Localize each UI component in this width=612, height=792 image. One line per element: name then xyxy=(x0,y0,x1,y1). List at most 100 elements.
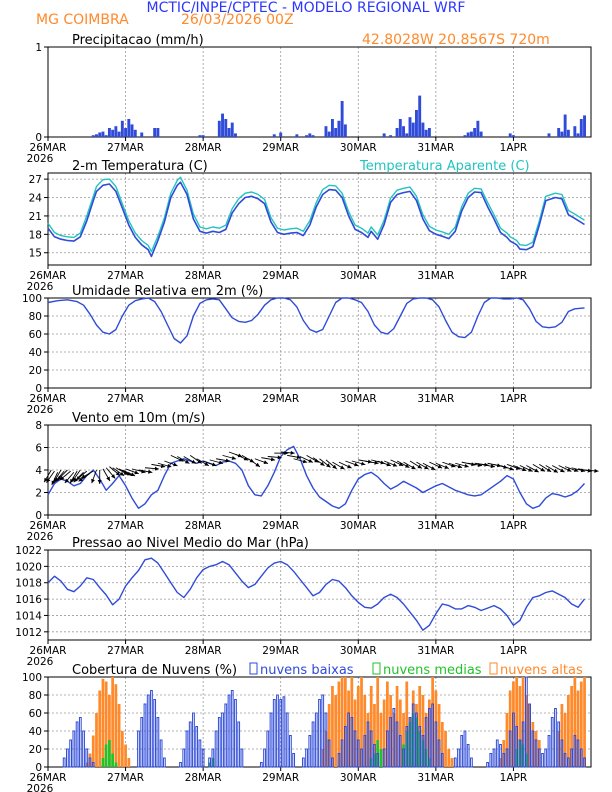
cloud-high-bar xyxy=(386,681,389,767)
cloud-high-bar xyxy=(108,695,111,767)
cloud-low-bar xyxy=(217,717,221,768)
cloud-low-bar xyxy=(327,739,331,768)
cloud-high-bar xyxy=(524,695,528,767)
precip-bar xyxy=(224,119,228,137)
cloud-low-bar xyxy=(234,699,237,768)
cloud-high-bar xyxy=(382,699,386,767)
cloud-low-bar xyxy=(321,694,325,768)
wind-barb-head xyxy=(573,468,579,472)
cloud-low-bar xyxy=(69,739,72,768)
precip-bar xyxy=(343,124,347,137)
cloud-low-bar xyxy=(518,739,522,768)
wind-barb-head xyxy=(553,468,558,473)
x-year-label: 2026 xyxy=(27,281,54,293)
wind-barb-head xyxy=(191,459,196,464)
precip-bar xyxy=(104,135,108,137)
precip-bar xyxy=(411,122,415,137)
precip-bar xyxy=(272,134,276,137)
wind-barb-head xyxy=(354,462,359,467)
precip-bar xyxy=(337,120,341,137)
cloud-high-bar xyxy=(395,686,399,767)
panel-pressure: 1012 1014 1016 1018 1020 1022 26MAR 27MAR 28MAR 2… xyxy=(15,536,592,668)
cloud-low-bar xyxy=(153,699,157,768)
precip-bar xyxy=(418,95,422,137)
cloud-low-bar xyxy=(347,712,350,768)
x-tick-label: 30MAR xyxy=(340,520,377,532)
cloud-high-bar xyxy=(376,677,380,767)
wind-barb-head xyxy=(566,467,572,472)
precip-bar xyxy=(91,135,95,137)
cloud-low-bar xyxy=(263,748,266,768)
cloud-low-bar xyxy=(301,757,305,768)
plot-frame xyxy=(47,46,592,138)
cloud-low-bar xyxy=(583,757,586,768)
wind-barb-head xyxy=(197,459,202,464)
cloud-low-bar xyxy=(75,721,79,768)
wind-barb-head xyxy=(59,476,65,481)
x-tick-label: 1APR xyxy=(500,772,528,784)
apparent-temp-line xyxy=(47,176,585,253)
wind-barb-head xyxy=(64,478,69,483)
y-tick-label: 6 xyxy=(35,443,42,455)
cloud-low-bar xyxy=(146,694,150,768)
cloud-low-bar xyxy=(395,721,399,768)
cloud-high-bar xyxy=(428,699,431,767)
wind-barb-head xyxy=(119,471,125,476)
cloud-low-bar xyxy=(289,735,292,768)
x-year-label: 2026 xyxy=(27,656,54,668)
wind-barb-head xyxy=(73,477,78,483)
cloud-low-bar xyxy=(460,735,464,768)
cloud-low-bar xyxy=(434,721,438,768)
cloud-high-bar xyxy=(508,690,512,767)
wind-barb-head xyxy=(490,464,495,469)
cloud-low-bar xyxy=(457,748,460,768)
panel-clouds: 0 20 40 60 80 100 26MAR 27MAR 28MAR 29MAR 30MAR 31M… xyxy=(22,662,592,792)
cloud-low-bar xyxy=(224,703,228,768)
x-tick-label: 29MAR xyxy=(262,772,299,784)
wind-barb-head xyxy=(540,467,545,472)
wind-barb-head xyxy=(148,469,153,474)
cloud-high-bar xyxy=(350,677,354,767)
y-tick-label: 20 xyxy=(29,365,42,377)
precip-bar xyxy=(395,128,399,137)
cloud-low-bar xyxy=(85,748,89,768)
cloud-mid-bar xyxy=(421,740,425,767)
cloud-low-bar xyxy=(466,744,470,768)
precip-bar xyxy=(295,134,299,137)
cloud-low-bar xyxy=(492,748,496,768)
precip-bar xyxy=(308,133,312,137)
legend-swatch-blue xyxy=(249,662,258,675)
cloud-low-bar xyxy=(156,717,160,768)
wind-barb-head xyxy=(76,476,81,481)
wind-barb-head xyxy=(70,478,74,484)
cloud-high-bar xyxy=(327,704,331,767)
precip-bar xyxy=(382,133,386,137)
wind-barb-head xyxy=(130,472,135,476)
x-tick-label: 27MAR xyxy=(107,142,144,154)
cloud-low-bar xyxy=(208,757,211,768)
wind-barb-head xyxy=(405,463,410,468)
wind-barb-head xyxy=(91,478,95,484)
coords-label: 42.8028W 20.8567S 720m xyxy=(362,32,550,48)
precip-bar xyxy=(508,133,512,137)
legend-label-orange: nuvens altas xyxy=(500,663,583,678)
precip-bar xyxy=(424,129,428,137)
cloud-low-bar xyxy=(415,712,418,768)
cloud-mid-bar xyxy=(408,722,412,767)
cloud-high-bar xyxy=(437,704,441,767)
precip-bar xyxy=(140,132,144,137)
y-tick-label: 1012 xyxy=(15,627,42,639)
x-tick-label: 26MAR xyxy=(30,270,67,282)
cloud-high-bar xyxy=(340,677,344,767)
precip-bar xyxy=(111,129,115,137)
panel-title: Pressao ao Nivel Medio do Mar (hPa) xyxy=(72,536,309,551)
wind-barb-head xyxy=(534,468,539,473)
cloud-low-bar xyxy=(185,730,189,768)
wind-barb-head xyxy=(386,462,391,467)
wind-barb-head xyxy=(111,474,116,479)
precip-bar xyxy=(156,128,160,137)
wind-barb-head xyxy=(320,461,325,466)
precip-bar xyxy=(117,131,121,137)
cloud-low-bar xyxy=(324,712,328,768)
